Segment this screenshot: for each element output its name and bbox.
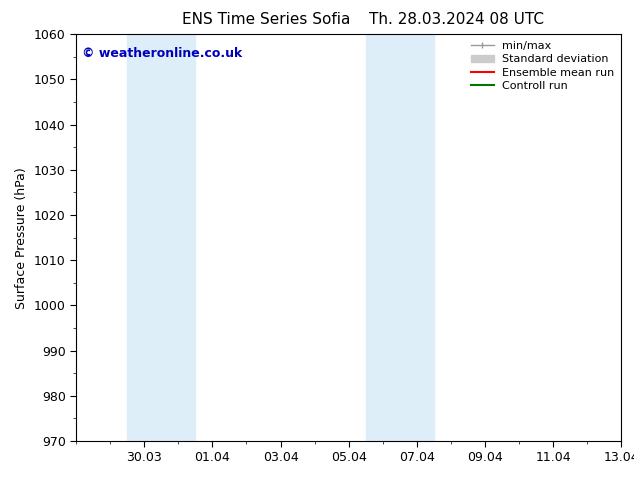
Bar (127, 34, 161, 441)
Legend: min/max, Standard deviation, Ensemble mean run, Controll run: min/max, Standard deviation, Ensemble me… (467, 37, 619, 96)
Text: © weatheronline.co.uk: © weatheronline.co.uk (82, 47, 242, 59)
Text: Th. 28.03.2024 08 UTC: Th. 28.03.2024 08 UTC (369, 12, 544, 27)
Bar (400, 34, 434, 441)
Text: ENS Time Series Sofia: ENS Time Series Sofia (182, 12, 351, 27)
Bar (161, 34, 195, 441)
Y-axis label: Surface Pressure (hPa): Surface Pressure (hPa) (15, 167, 29, 309)
Bar (366, 34, 400, 441)
